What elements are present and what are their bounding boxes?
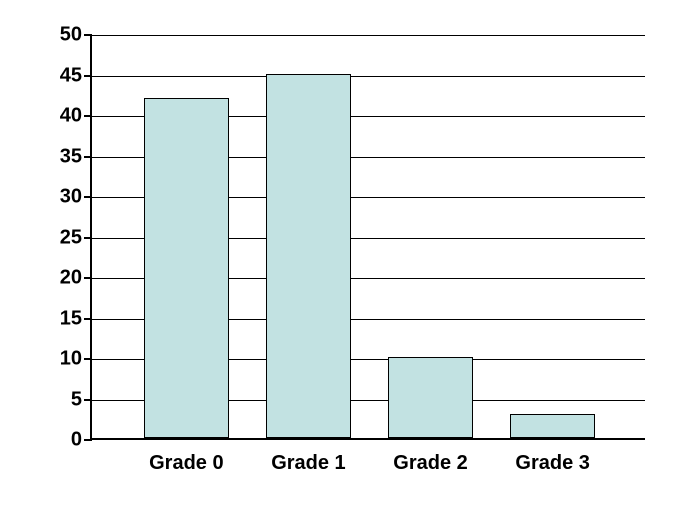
- y-tick-mark: [84, 277, 92, 279]
- y-tick-mark: [84, 115, 92, 117]
- y-tick-mark: [84, 439, 92, 441]
- y-tick-mark: [84, 196, 92, 198]
- x-axis-label: Grade 0: [149, 452, 223, 475]
- y-tick-label: 50: [60, 24, 82, 47]
- y-tick-mark: [84, 34, 92, 36]
- y-tick-mark: [84, 318, 92, 320]
- bar: [144, 98, 229, 438]
- y-tick-mark: [84, 156, 92, 158]
- y-tick-label: 5: [71, 388, 82, 411]
- x-axis-label: Grade 3: [515, 452, 589, 475]
- bar-chart: 0 5 10 15 20 25 30 35 40 45 50 Grade 0 Grade 1 Grade …: [30, 25, 660, 500]
- plot-area: 05101520253035404550Grade 0Grade 1Grade …: [90, 35, 645, 440]
- y-tick-label: 0: [71, 429, 82, 452]
- y-tick-label: 45: [60, 64, 82, 87]
- bar: [388, 357, 473, 438]
- y-tick-label: 15: [60, 307, 82, 330]
- y-tick-mark: [84, 399, 92, 401]
- x-axis-label: Grade 1: [271, 452, 345, 475]
- y-tick-label: 20: [60, 267, 82, 290]
- y-tick-label: 30: [60, 186, 82, 209]
- bar: [510, 414, 595, 438]
- y-tick-mark: [84, 237, 92, 239]
- y-tick-mark: [84, 358, 92, 360]
- y-tick-label: 25: [60, 226, 82, 249]
- y-tick-label: 35: [60, 145, 82, 168]
- y-tick-mark: [84, 75, 92, 77]
- x-axis-label: Grade 2: [393, 452, 467, 475]
- bar: [266, 74, 351, 439]
- y-tick-label: 40: [60, 105, 82, 128]
- bars-container: [92, 35, 645, 438]
- y-tick-label: 10: [60, 348, 82, 371]
